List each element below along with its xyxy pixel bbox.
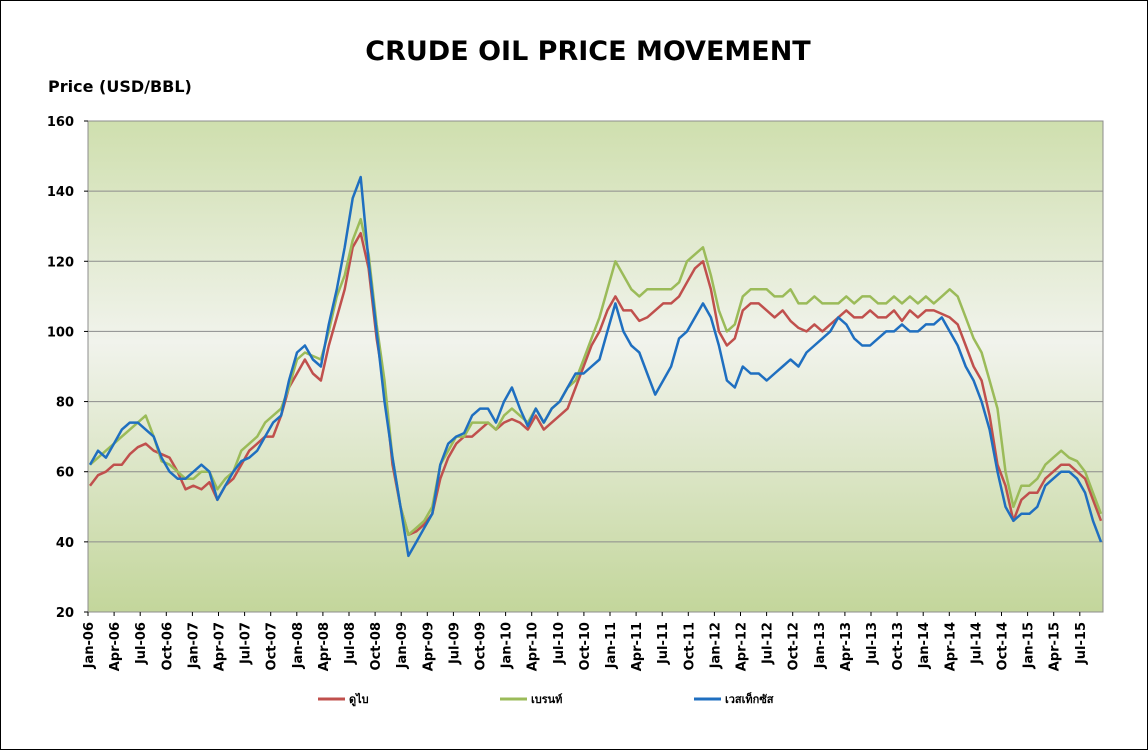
y-tick-label: 40 — [56, 536, 74, 551]
y-axis: 20 40 60 80 100 120 140 160 — [47, 115, 88, 621]
x-tick-label: Apr-14 — [943, 622, 958, 671]
x-tick-label: Oct-07 — [265, 622, 280, 670]
y-tick-label: 120 — [47, 255, 74, 270]
x-tick-label: Jan-09 — [395, 622, 410, 669]
series-line-1 — [89, 217, 1103, 537]
x-tick-label: Apr-13 — [839, 622, 854, 671]
y-tick-label: 60 — [56, 466, 74, 481]
x-tick-label: Apr-10 — [526, 622, 541, 671]
x-tick-label: Jul-07 — [239, 622, 254, 665]
x-tick-label: Oct-12 — [787, 622, 802, 670]
x-tick-label: Jan-13 — [813, 622, 828, 669]
y-axis-label: Price (USD/BBL) — [48, 77, 192, 96]
series-line-2 — [88, 175, 1103, 558]
x-tick-label: Jan-08 — [291, 622, 306, 669]
x-tick-label: Apr-08 — [317, 622, 332, 671]
legend-label: ดูไบ — [349, 692, 369, 707]
x-tick-label: Apr-06 — [108, 622, 123, 671]
x-tick-label: Oct-13 — [891, 622, 906, 670]
y-tick-label: 160 — [47, 115, 74, 130]
x-tick-label: Apr-07 — [213, 622, 228, 671]
y-tick-label: 20 — [56, 606, 74, 621]
x-tick-label: Jan-15 — [1022, 622, 1037, 669]
x-tick-label: Jan-14 — [917, 622, 932, 669]
series-line-0 — [89, 231, 1103, 537]
x-tick-label: Jan-06 — [82, 622, 97, 669]
x-tick-label: Apr-15 — [1048, 622, 1063, 671]
x-tick-label: Jul-15 — [1074, 622, 1089, 665]
x-tick-label: Oct-06 — [160, 622, 175, 670]
x-tick-label: Jan-11 — [604, 622, 619, 669]
x-tick-label: Jul-10 — [552, 622, 567, 665]
x-tick-label: Jul-09 — [447, 622, 462, 665]
x-tick-label: Jan-07 — [186, 622, 201, 669]
gridlines — [88, 190, 1103, 543]
y-tick-label: 80 — [56, 396, 74, 411]
x-tick-label: Oct-09 — [474, 622, 489, 670]
x-tick-label: Jan-10 — [500, 622, 515, 669]
x-tick-label: Oct-14 — [996, 622, 1011, 670]
x-tick-label: Jul-12 — [761, 622, 776, 665]
plot-area — [87, 120, 1104, 613]
series-lines — [88, 175, 1103, 558]
x-tick-label: Jul-08 — [343, 622, 358, 665]
x-tick-label: Jan-12 — [708, 622, 723, 669]
x-tick-label: Jul-13 — [865, 622, 880, 665]
legend-label: เบรนท์ — [531, 693, 562, 706]
x-tick-label: Apr-11 — [630, 622, 645, 671]
legend-label: เวสเท็กซัส — [725, 692, 774, 706]
x-tick-label: Apr-09 — [421, 622, 436, 671]
x-tick-label: Jul-14 — [969, 622, 984, 665]
x-tick-label: Apr-12 — [735, 622, 750, 671]
y-tick-label: 140 — [47, 185, 74, 200]
legend: ดูไบ เบรนท์ เวสเท็กซัส — [318, 692, 774, 707]
x-tick-label: Oct-10 — [578, 622, 593, 670]
x-tick-label: Jul-06 — [134, 622, 149, 665]
y-tick-label: 100 — [47, 325, 74, 340]
chart-title: CRUDE OIL PRICE MOVEMENT — [365, 36, 811, 67]
x-tick-label: Oct-08 — [369, 622, 384, 670]
x-tick-label: Jul-11 — [656, 622, 671, 665]
x-axis: Jan-06 Apr-06 Jul-06 Oct-06 Jan-07 Apr-07 Jul-… — [82, 612, 1089, 671]
x-tick-label: Oct-11 — [682, 622, 697, 670]
